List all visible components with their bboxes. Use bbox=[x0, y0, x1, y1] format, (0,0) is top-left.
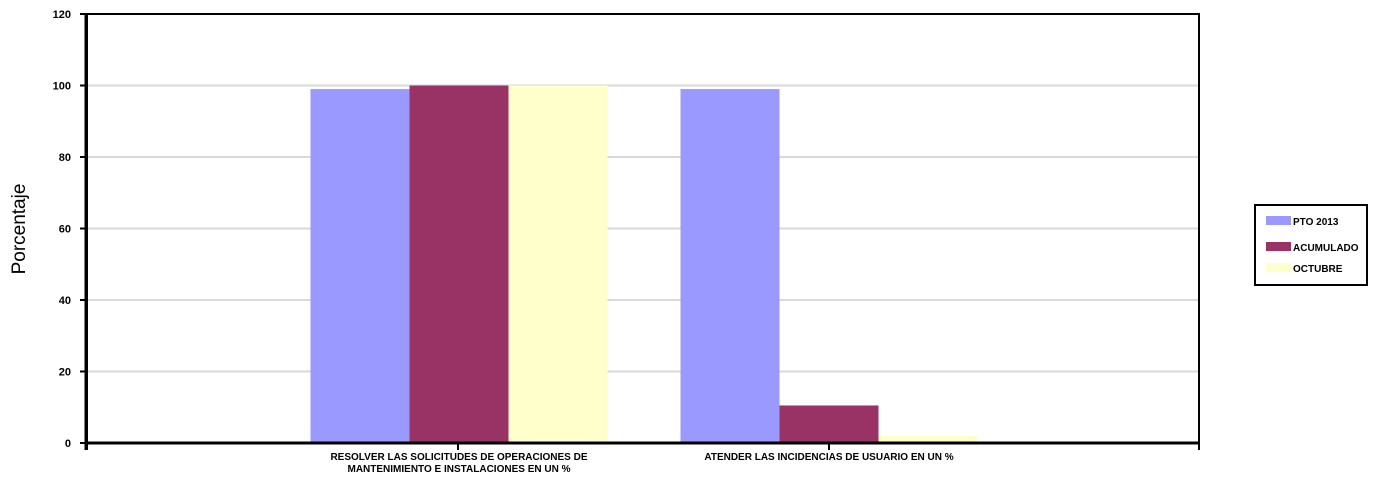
y-tick-label: 60 bbox=[59, 224, 71, 236]
legend-swatch-pto-2013 bbox=[1266, 216, 1291, 225]
x-category-label-1: ATENDER LAS INCIDENCIAS DE USUARIO EN UN… bbox=[704, 452, 953, 463]
x-category-labels: RESOLVER LAS SOLICITUDES DE OPERACIONES … bbox=[330, 452, 953, 475]
gridlines bbox=[87, 84, 1199, 373]
y-tick-label: 100 bbox=[53, 81, 71, 93]
y-tick-label: 20 bbox=[59, 367, 71, 379]
legend-swatch-acumulado bbox=[1266, 242, 1291, 251]
x-category-label-line: MANTENIMIENTO E INSTALACIONES EN UN % bbox=[348, 464, 571, 475]
legend-label-acumulado: ACUMULADO bbox=[1293, 243, 1359, 254]
legend-label-octubre: OCTUBRE bbox=[1293, 264, 1343, 275]
bar-octubre-0 bbox=[508, 85, 608, 443]
bars bbox=[310, 85, 978, 443]
axes bbox=[84, 13, 1200, 450]
x-category-label-0: RESOLVER LAS SOLICITUDES DE OPERACIONES … bbox=[330, 452, 587, 475]
x-category-label-line: RESOLVER LAS SOLICITUDES DE OPERACIONES … bbox=[330, 452, 587, 463]
y-tick-label: 80 bbox=[59, 152, 71, 164]
y-tick-labels: 0 20 40 60 80 100 120 bbox=[53, 9, 87, 450]
bar-octubre-1 bbox=[878, 435, 978, 443]
bar-acumulado-1 bbox=[779, 405, 879, 443]
y-tick-label: 120 bbox=[53, 9, 71, 21]
bar-pto-2013-1 bbox=[680, 89, 780, 443]
bar-acumulado-0 bbox=[409, 85, 509, 443]
y-tick-label: 40 bbox=[59, 295, 71, 307]
legend-label-pto-2013: PTO 2013 bbox=[1293, 217, 1339, 228]
legend: PTO 2013 ACUMULADO OCTUBRE bbox=[1254, 204, 1368, 286]
bar-pto-2013-0 bbox=[310, 89, 410, 443]
y-tick-label: 0 bbox=[65, 438, 71, 450]
legend-swatch-octubre bbox=[1266, 263, 1291, 272]
x-category-label-line: ATENDER LAS INCIDENCIAS DE USUARIO EN UN… bbox=[704, 452, 953, 463]
y-axis-label: Porcentaje bbox=[9, 184, 30, 275]
